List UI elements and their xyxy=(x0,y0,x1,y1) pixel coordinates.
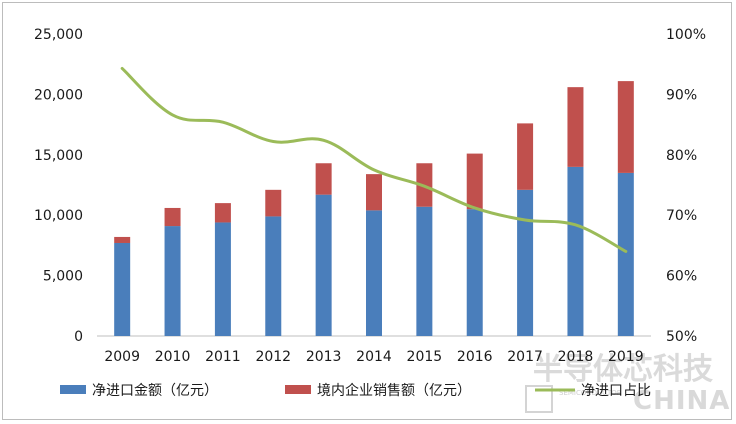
watermark-en-text: CHINA xyxy=(633,386,730,416)
y2-tick-label: 60% xyxy=(666,269,697,285)
bar-import-2011 xyxy=(214,222,231,336)
y-tick-label: 15,000 xyxy=(34,148,83,164)
bar-import-2015 xyxy=(416,206,433,336)
bars xyxy=(114,81,634,336)
bar-domestic-2019 xyxy=(617,81,634,173)
x-tick-label-2014: 2014 xyxy=(356,349,392,365)
y-tick-label: 5,000 xyxy=(43,269,83,285)
bar-import-2009 xyxy=(114,242,131,336)
x-tick-label-2010: 2010 xyxy=(155,349,191,365)
y-tick-label: 0 xyxy=(74,329,83,345)
y-tick-label: 25,000 xyxy=(34,27,83,43)
bar-import-2013 xyxy=(315,194,332,336)
y2-tick-label: 50% xyxy=(666,329,697,345)
y2-tick-label: 100% xyxy=(666,27,706,43)
watermark-cn-text: 半导体芯科技 xyxy=(533,352,713,387)
combo-chart: 半导体芯科技 SEMICONDUCTOR CHINA 0 5,000 10,000 1… xyxy=(34,27,730,416)
watermark: 半导体芯科技 SEMICONDUCTOR CHINA xyxy=(525,352,730,416)
bar-import-2019 xyxy=(617,172,634,336)
bar-import-2010 xyxy=(164,226,181,336)
chart-frame: 半导体芯科技 SEMICONDUCTOR CHINA 0 5,000 10,000 1… xyxy=(2,2,732,420)
bar-import-2016 xyxy=(466,209,483,336)
bar-import-2014 xyxy=(366,210,382,336)
bar-domestic-2017 xyxy=(517,123,534,190)
watermark-small-text: SEMICONDUCTOR xyxy=(559,389,622,397)
bar-domestic-2011 xyxy=(214,203,231,223)
y2-tick-label: 70% xyxy=(666,208,697,224)
y-tick-label: 20,000 xyxy=(34,87,83,103)
y-tick-label: 10,000 xyxy=(34,208,83,224)
bar-import-2017 xyxy=(517,189,534,336)
x-tick-label-2019: 2019 xyxy=(608,349,644,365)
legend-label-import: 净进口金额（亿元） xyxy=(92,383,218,399)
legend-swatch-domestic xyxy=(285,385,311,394)
legend: 净进口金额（亿元） 境内企业销售额（亿元） 净进口占比 xyxy=(60,382,651,399)
y2-tick-label: 90% xyxy=(666,87,697,103)
bar-domestic-2009 xyxy=(114,236,131,243)
bar-domestic-2012 xyxy=(265,189,282,217)
x-tick-label-2012: 2012 xyxy=(255,349,291,365)
bar-domestic-2014 xyxy=(366,174,382,211)
legend-swatch-import xyxy=(60,385,86,394)
legend-label-share: 净进口占比 xyxy=(581,383,651,399)
bar-domestic-2010 xyxy=(164,207,181,227)
line-series xyxy=(120,66,628,253)
bar-import-2018 xyxy=(567,166,584,336)
x-tick-label-2017: 2017 xyxy=(507,349,543,365)
legend-label-domestic: 境内企业销售额（亿元） xyxy=(317,382,471,399)
y2-tick-label: 80% xyxy=(666,148,697,164)
bar-domestic-2018 xyxy=(567,87,584,167)
bar-domestic-2013 xyxy=(315,163,332,195)
x-tick-label-2009: 2009 xyxy=(104,349,140,365)
tick-labels: 0 5,000 10,000 15,000 20,000 25,000 50% 60% 70% 8… xyxy=(34,27,706,365)
x-tick-label-2018: 2018 xyxy=(558,349,594,365)
x-tick-label-2016: 2016 xyxy=(457,349,493,365)
bar-domestic-2016 xyxy=(466,153,483,210)
bar-import-2012 xyxy=(265,216,282,336)
watermark-logo-icon xyxy=(525,385,553,413)
x-tick-label-2015: 2015 xyxy=(407,349,443,365)
x-tick-label-2013: 2013 xyxy=(306,349,342,365)
x-tick-label-2011: 2011 xyxy=(205,349,241,365)
